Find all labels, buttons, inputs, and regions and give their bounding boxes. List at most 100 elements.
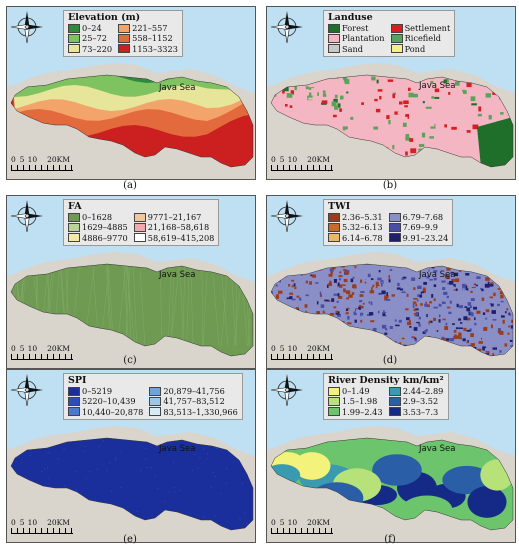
legend-swatch: [133, 233, 146, 243]
legend: Landuse Forest Settlement Plantation Ricefie…: [323, 10, 456, 57]
legend-swatch: [390, 23, 403, 33]
legend-item: Forest: [328, 23, 385, 33]
legend-label: 6.79–7.68: [402, 212, 444, 223]
caption-f: (f): [384, 534, 396, 545]
north-arrow-icon: [270, 374, 303, 407]
scale-tick-label: 20KM: [307, 518, 330, 527]
legend-label: 5.32–6.13: [342, 222, 383, 233]
map-panel-landuse: Landuse Forest Settlement Plantation Ricefie…: [266, 6, 516, 180]
scale-tick-label: 0: [11, 518, 16, 527]
scale-tick-label: 10: [27, 155, 38, 164]
legend-swatch: [328, 407, 340, 417]
scale-tick-label: 5: [279, 344, 285, 353]
scale-bar-ticks: [11, 528, 73, 534]
legend-item: 1153–3323: [118, 44, 178, 54]
north-arrow-icon: [270, 200, 303, 233]
legend-label: 0–5219: [82, 386, 113, 397]
scale-tick-label: 0: [271, 518, 276, 527]
legend-label: Plantation: [342, 33, 385, 44]
legend-item: 0–1628: [68, 212, 128, 222]
scale-tick-label: 0: [271, 344, 276, 353]
legend-swatch: [68, 212, 80, 222]
legend-item: 41,757–83,512: [149, 396, 237, 406]
study-area-boundary: [270, 74, 514, 168]
sea-label: Java Sea: [419, 444, 456, 454]
legend-swatch: [328, 212, 340, 222]
sea-label: Java Sea: [419, 270, 456, 280]
legend-item: 9.91–23.24: [388, 232, 449, 243]
legend-label: 6.14–6.78: [342, 232, 383, 243]
scale-bar: 0 5 10 20KM: [11, 155, 73, 171]
legend-swatch: [390, 34, 403, 43]
scale-tick-label: 20KM: [47, 344, 70, 353]
legend-label: 9771–21,167: [147, 212, 202, 223]
legend-title: Landuse: [328, 12, 373, 23]
legend-item: 0–5219: [68, 386, 143, 396]
study-area-boundary: [10, 263, 254, 357]
sea-label: Java Sea: [159, 444, 196, 454]
legend-swatch: [390, 44, 403, 54]
legend-label: 2.44–2.89: [402, 386, 444, 397]
study-area-boundary: [10, 437, 254, 531]
legend-label: 1629–4885: [82, 222, 128, 233]
legend-label: 9.91–23.24: [402, 232, 449, 243]
legend-item: 10,440–20,878: [68, 407, 143, 417]
scale-bar: 0 5 10 20KM: [11, 518, 73, 534]
caption-b: (b): [382, 180, 398, 191]
legend-item: 20,879–41,756: [149, 386, 237, 396]
legend-item: Pond: [390, 44, 451, 54]
legend-item: 2.9–3.52: [388, 396, 444, 407]
legend-item: 5220–10,439: [68, 396, 143, 406]
legend-swatch: [328, 44, 340, 54]
legend-item: 0–1.49: [328, 386, 383, 396]
scale-tick-label: 5: [19, 344, 25, 353]
legend-swatch: [68, 397, 80, 406]
map-panel-river-density: River Density km/km² 0–1.49 2.44–2.89 1.5–1…: [266, 369, 516, 543]
legend: Elevation (m) 0–24 221–557 25–72 558–1152 73–…: [63, 10, 183, 57]
study-area-boundary: [270, 437, 514, 531]
map-panel-twi: TWI 2.36–5.31 6.79–7.68 5.32–6.13 7.69–9.9 6.…: [266, 195, 516, 369]
legend-label: Forest: [342, 23, 369, 34]
legend-item: 221–557: [118, 23, 178, 33]
scale-tick-label: 5: [19, 518, 25, 527]
caption-e: (e): [123, 534, 137, 545]
legend-item: 3.53–7.3: [388, 406, 444, 417]
legend-label: 83,513–1,330,966: [163, 406, 238, 417]
scale-tick-label: 0: [11, 155, 16, 164]
scale-bar: 0 5 10 20KM: [271, 344, 333, 360]
legend-swatch: [68, 386, 80, 396]
legend-item: 6.14–6.78: [328, 233, 383, 243]
legend: SPI 0–5219 20,879–41,756 5220–10,439 41,757–…: [63, 373, 243, 420]
legend-item: 58,619–415,208: [133, 233, 214, 243]
map-panel-fa: FA 0–1628 9771–21,167 1629–4885 21,168–58,61…: [6, 195, 256, 369]
legend: River Density km/km² 0–1.49 2.44–2.89 1.5–1…: [323, 373, 449, 420]
legend-label: 41,757–83,512: [163, 396, 225, 407]
legend-label: 2.9–3.52: [402, 396, 439, 407]
scale-bar-ticks: [271, 528, 333, 534]
scale-bar: 0 5 10 20KM: [271, 518, 333, 534]
scale-bar-ticks: [271, 165, 333, 171]
map-panel-elevation: Elevation (m) 0–24 221–557 25–72 558–1152 73–…: [6, 6, 256, 180]
scale-tick-label: 10: [27, 518, 38, 527]
caption-a: (a): [123, 180, 137, 191]
study-area-boundary: [270, 263, 514, 357]
legend-label: 2.36–5.31: [342, 212, 383, 223]
legend-swatch: [388, 397, 401, 406]
scale-tick-label: 5: [279, 518, 285, 527]
legend: FA 0–1628 9771–21,167 1629–4885 21,168–58,61…: [63, 199, 220, 246]
legend-swatch: [388, 407, 401, 417]
legend-item: 1629–4885: [68, 222, 128, 232]
north-arrow-icon: [10, 11, 43, 44]
study-area-boundary: [10, 74, 254, 168]
legend-label: 20,879–41,756: [163, 386, 225, 397]
legend-swatch: [68, 223, 80, 232]
legend-swatch: [68, 407, 80, 417]
legend-swatch: [118, 34, 131, 43]
legend-label: 21,168–58,618: [147, 222, 210, 233]
legend-item: 1.5–1.98: [328, 396, 383, 406]
legend-swatch: [328, 386, 340, 396]
legend-item: 2.36–5.31: [328, 212, 383, 222]
scale-tick-label: 0: [271, 155, 276, 164]
legend-label: 3.53–7.3: [402, 406, 439, 417]
legend-label: 1153–3323: [132, 43, 178, 54]
